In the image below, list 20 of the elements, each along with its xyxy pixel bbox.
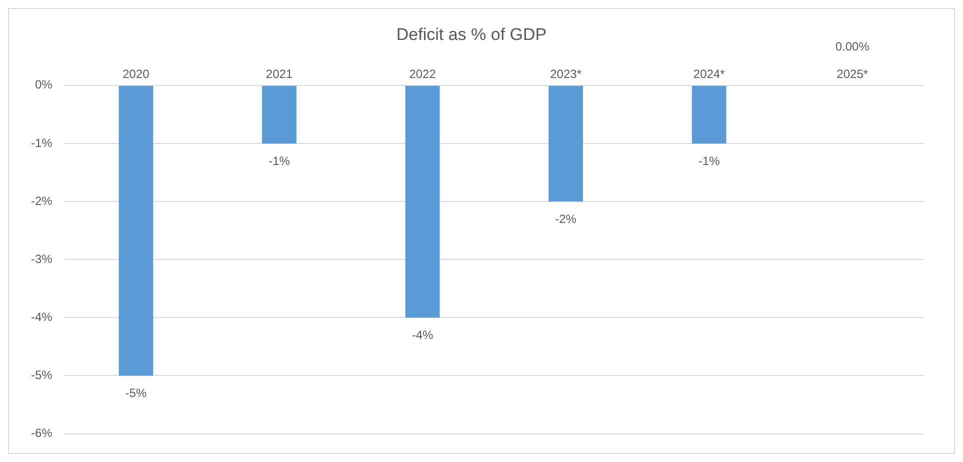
data-label: -4% (412, 328, 434, 342)
y-tick-label: -3% (30, 252, 53, 266)
y-tick-label: -6% (30, 426, 53, 440)
chart-title: Deficit as % of GDP (396, 24, 547, 44)
data-label: -1% (698, 154, 720, 168)
data-label: -1% (268, 154, 290, 168)
y-tick-label: 0% (34, 78, 53, 92)
data-label: -2% (555, 212, 577, 226)
data-label: 0.00% (835, 40, 870, 54)
x-tick-label: 2024* (693, 66, 726, 81)
x-tick-label: 2021 (266, 66, 293, 81)
x-tick-label: 2023* (550, 66, 582, 81)
x-tick-label: 2020 (122, 66, 150, 81)
x-tick-label: 2025* (836, 66, 868, 81)
y-tick-label: -2% (30, 194, 53, 208)
x-tick-label: 2022 (409, 66, 436, 81)
y-tick-label: -1% (30, 136, 53, 150)
data-label: -5% (125, 386, 147, 400)
y-tick-label: -4% (30, 310, 53, 324)
y-tick-label: -5% (30, 368, 53, 382)
